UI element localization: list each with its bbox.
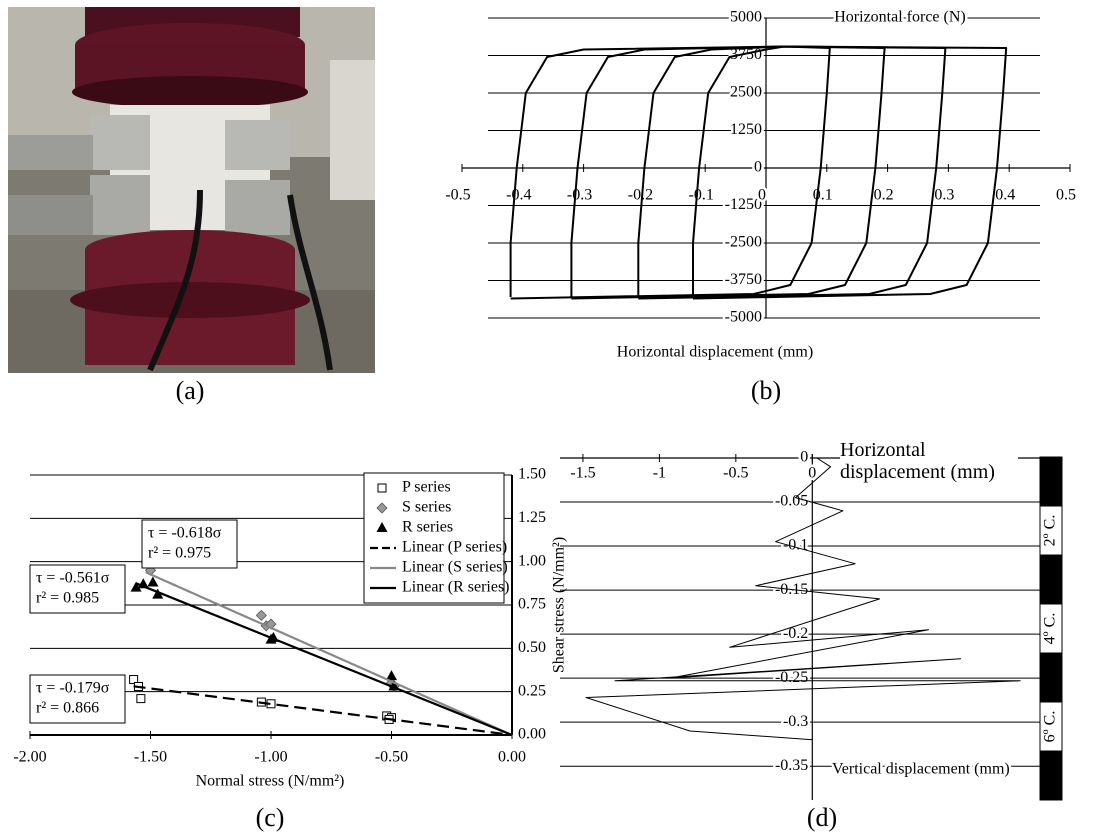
x-tick-label: -0.1 <box>689 187 714 204</box>
x-tick-label: -1.00 <box>254 749 287 766</box>
caption: (c) <box>256 803 285 832</box>
y-tick-label: -5000 <box>725 309 762 326</box>
y-tick-label: -0.35 <box>775 757 808 774</box>
legend-marker <box>378 484 386 492</box>
x-tick-label: -2.00 <box>13 749 46 766</box>
x-tick-label: -1.50 <box>134 749 167 766</box>
y-tick-label: 1.00 <box>518 552 546 569</box>
y-tick-label: 1.25 <box>518 509 546 526</box>
legend-label: Linear (S series) <box>402 559 508 576</box>
x-tick-label: 0.3 <box>934 187 954 204</box>
annotation: r² = 0.975 <box>148 545 211 562</box>
x-tick-label: 0.4 <box>995 187 1015 204</box>
y-tick-label: 0.75 <box>518 596 546 613</box>
axis-title: Horizontal displacement (mm) <box>617 344 813 361</box>
axis-title: Vertical displacement (mm) <box>832 761 1010 778</box>
legend-label: Linear (P series) <box>402 539 507 556</box>
temperature-label: 1ºC. <box>1042 468 1059 496</box>
point <box>256 610 266 620</box>
legend-label: Linear (R series) <box>402 579 510 596</box>
y-tick-label: 0.50 <box>518 639 546 656</box>
data-line <box>638 47 945 299</box>
data-line <box>511 47 830 299</box>
caption: (a) <box>176 376 205 405</box>
annotation: r² = 0.866 <box>36 700 99 717</box>
temperature-label: 3º C. <box>1042 564 1059 596</box>
temperature-label: 4º C. <box>1042 613 1059 645</box>
y-tick-label: 2500 <box>730 84 762 101</box>
annotation: τ = -0.561σ <box>36 570 110 587</box>
y-tick-label: 1250 <box>730 121 762 138</box>
temperature-label: 2º C. <box>1042 515 1059 547</box>
y-tick-label: 5000 <box>730 9 762 26</box>
x-tick-label: 0 <box>758 187 766 204</box>
x-tick-label: -0.5 <box>445 187 470 204</box>
axis-title: Shear stress (N/mm²) <box>551 537 568 673</box>
data-line <box>571 47 884 299</box>
y-tick-label: 0 <box>754 159 762 176</box>
x-tick-label: -0.3 <box>567 187 592 204</box>
y-tick-label: -0.25 <box>775 669 808 686</box>
x-tick-label: -0.50 <box>375 749 408 766</box>
axis-title: Horizontal displacement (mm) <box>840 439 1018 483</box>
x-tick-label: -0.2 <box>628 187 653 204</box>
x-tick-label: -1 <box>653 465 666 482</box>
annotation: r² = 0.985 <box>36 590 99 607</box>
y-tick-label: -0.2 <box>783 625 808 642</box>
x-tick-label: -0.4 <box>506 187 531 204</box>
temperature-label: 7º C. <box>1042 760 1059 792</box>
caption: (d) <box>807 803 837 832</box>
x-tick-label: -1.5 <box>570 465 595 482</box>
axis-title: Horizontal force (N) <box>834 9 966 26</box>
temperature-label: 5º C. <box>1042 662 1059 694</box>
x-tick-label: -0.5 <box>723 465 748 482</box>
y-tick-label: -0.3 <box>783 713 808 730</box>
y-tick-label: -0.05 <box>775 493 808 510</box>
y-tick-label: -3750 <box>725 271 762 288</box>
legend-label: R series <box>402 519 453 536</box>
y-tick-label: 0.25 <box>518 682 546 699</box>
caption: (b) <box>751 376 781 405</box>
y-tick-label: -2500 <box>725 234 762 251</box>
y-tick-label: 1.50 <box>518 466 546 483</box>
legend-label: P series <box>402 479 451 496</box>
axis-title: Normal stress (N/mm²) <box>196 773 345 790</box>
annotation: τ = -0.618σ <box>148 525 222 542</box>
x-tick-label: 0.2 <box>874 187 894 204</box>
figure: (a) (b) (c) (d) 50003750250012500-1250-2… <box>0 0 1107 836</box>
x-tick-label: 0.00 <box>498 749 526 766</box>
data-line <box>136 583 512 735</box>
legend-label: S series <box>402 499 451 516</box>
point <box>137 695 145 703</box>
y-tick-label: 0.00 <box>518 726 546 743</box>
annotation: τ = -0.179σ <box>36 680 110 697</box>
temperature-label: 6º C. <box>1042 711 1059 743</box>
page: {"captions": ["(a)", "(b)", "(c)", "(d)"… <box>0 0 1107 836</box>
photo <box>8 7 375 373</box>
x-tick-label: 0 <box>808 465 816 482</box>
x-tick-label: 0.5 <box>1056 187 1076 204</box>
y-tick-label: 0 <box>800 449 808 466</box>
y-tick-label: -1250 <box>725 196 762 213</box>
